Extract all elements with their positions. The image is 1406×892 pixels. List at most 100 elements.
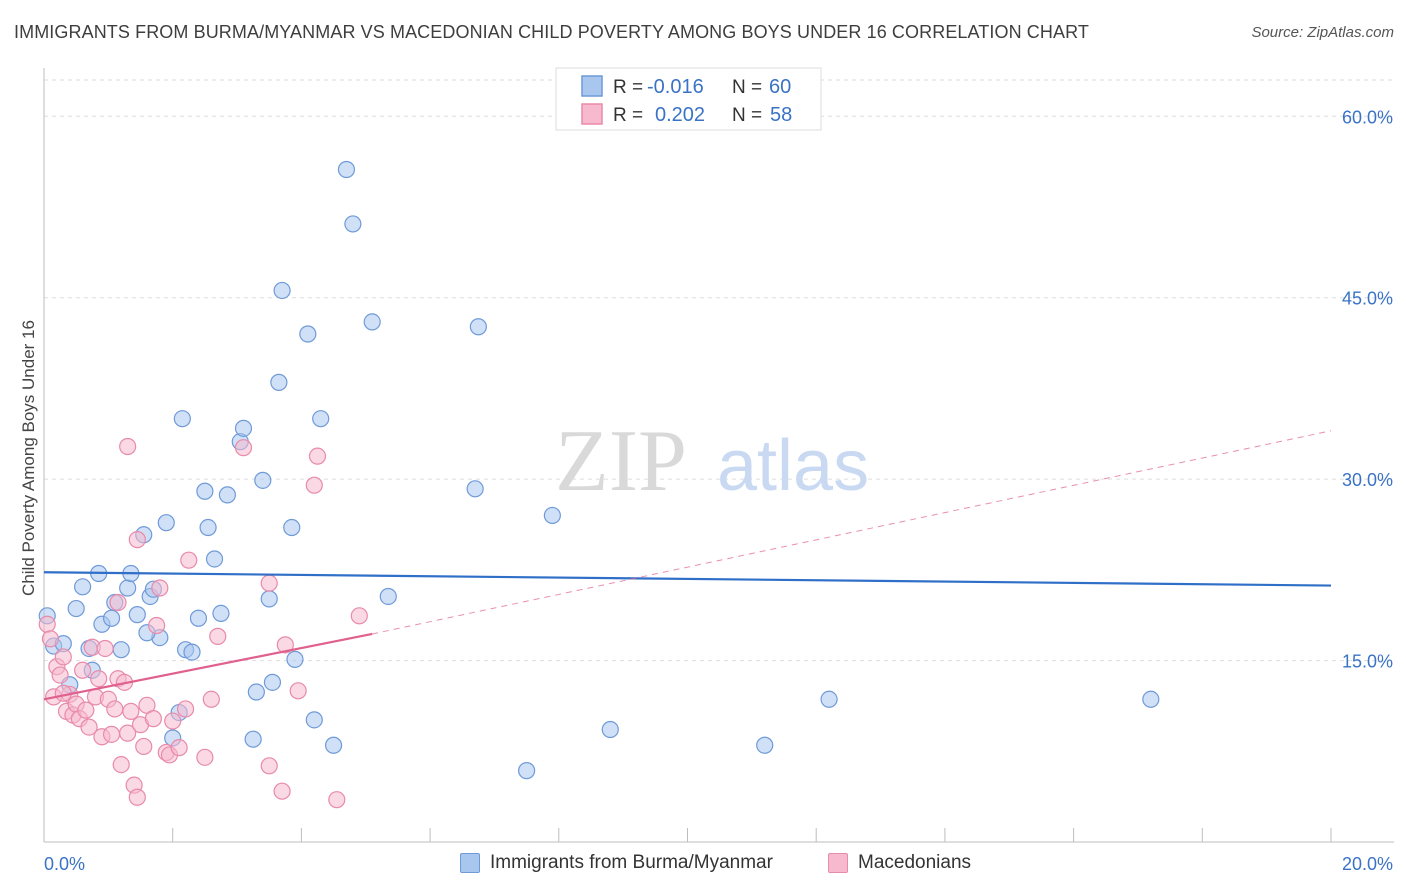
point-burma [363,313,381,331]
watermark-zip: ZIP [555,413,687,510]
watermark: ZIP atlas [555,413,869,510]
point-burma [305,711,323,729]
point-macedonian [234,439,253,457]
legend-n-value: 58 [770,104,792,126]
point-macedonian [41,630,60,648]
point-burma [205,550,224,568]
point-burma [273,281,291,300]
point-macedonian [350,607,368,625]
point-macedonian [74,661,92,679]
trend-line-burma [43,571,1332,587]
watermark-atlas: atlas [717,426,869,506]
point-macedonian [260,574,278,592]
point-burma [183,643,201,661]
point-macedonian [122,702,140,720]
point-macedonian [196,748,214,766]
point-macedonian [51,666,69,684]
point-burma [379,587,397,606]
legend-n-label: N = [732,105,762,126]
point-burma [189,609,208,627]
point-burma [543,506,561,525]
point-macedonian [96,639,114,658]
point-burma [234,419,253,437]
legend-swatch-blue [460,853,480,873]
point-burma [74,578,92,596]
point-burma [112,641,130,659]
point-burma [299,325,317,343]
y-tick-label: 60.0% [1342,107,1393,127]
legend-r-value: -0.016 [647,76,704,98]
point-burma [286,650,304,668]
legend-bottom: Immigrants from Burma/Myanmar Macedonian… [0,852,1406,878]
point-burma [337,160,356,179]
point-macedonian [102,725,121,743]
point-macedonian [289,682,307,700]
point-macedonian [112,755,130,774]
point-macedonian [90,670,108,688]
point-macedonian [119,437,137,456]
point-macedonian [128,788,146,806]
legend-label-macedonians: Macedonians [858,852,972,873]
trend-line-macedonian [43,632,373,701]
source-label: Source: ZipAtlas.com [1251,24,1394,41]
point-macedonian [144,710,162,728]
point-burma [254,471,272,489]
y-tick-label: 45.0% [1342,289,1393,309]
point-burma [312,410,330,428]
legend-top: R = -0.016 N = 60 R = 0.202 N = 58 [555,67,822,131]
series-pink-points [38,437,368,809]
point-burma [199,518,217,537]
legend-label-burma: Immigrants from Burma/Myanmar [490,852,773,873]
point-macedonian [109,593,127,612]
legend-r-value: 0.202 [655,104,705,126]
point-burma [344,215,362,233]
point-burma [247,683,265,701]
legend-blue-swatch [581,75,603,97]
point-burma [196,482,214,500]
point-macedonian [148,616,166,635]
point-burma [518,762,536,780]
legend-item-burma: Immigrants from Burma/Myanmar [460,852,773,874]
x-tick-label: 0.0% [44,854,85,874]
trend-lines [43,430,1332,701]
point-burma [212,604,230,623]
point-macedonian [38,615,56,633]
point-burma [601,720,619,739]
point-macedonian [151,579,169,597]
point-macedonian [273,782,291,800]
point-burma [756,736,774,754]
point-burma [102,609,121,627]
point-macedonian [202,690,220,708]
point-macedonian [106,700,124,718]
x-tick-label: 20.0% [1342,854,1393,874]
point-macedonian [77,701,95,719]
point-burma [173,410,191,428]
point-burma [1142,690,1160,708]
point-macedonian [164,712,182,730]
legend-pink-swatch [581,103,603,125]
tick-labels: 15.0% 30.0% 45.0% 60.0% 0.0% 20.0% [44,107,1393,874]
axes [43,68,1394,843]
legend-r-label: R = [613,77,643,98]
point-burma [128,606,146,624]
point-burma [67,599,85,618]
point-macedonian [260,757,278,775]
point-macedonian [54,648,72,666]
y-tick-label: 15.0% [1342,652,1393,672]
point-macedonian [128,531,146,549]
point-macedonian [180,551,198,569]
point-burma [218,486,236,504]
point-macedonian [119,724,137,742]
point-burma [119,579,137,597]
point-macedonian [308,447,327,465]
point-burma [283,518,301,537]
point-macedonian [176,700,195,718]
point-macedonian [328,791,346,809]
legend-n-value: 60 [769,76,791,98]
point-burma [820,690,838,708]
legend-n-label: N = [732,77,762,98]
point-macedonian [276,636,294,654]
point-burma [469,318,487,336]
y-tick-label: 30.0% [1342,470,1393,490]
